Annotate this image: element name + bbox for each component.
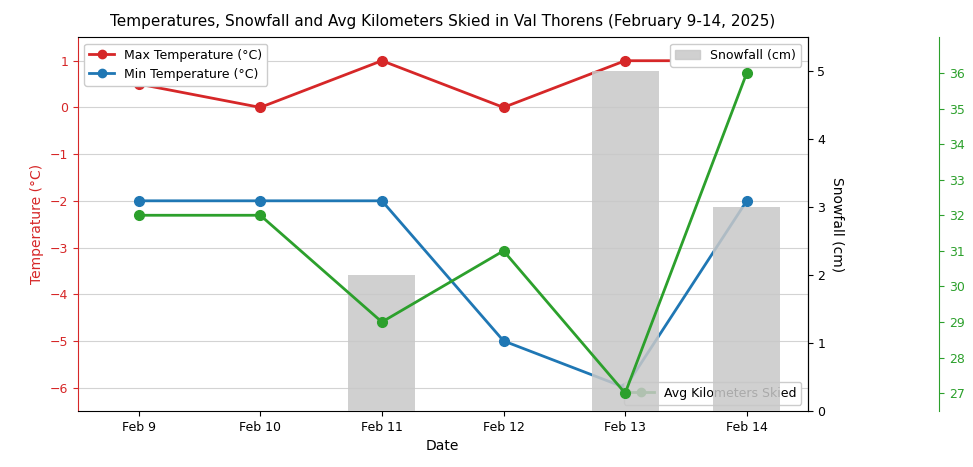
Legend: Avg Kilometers Skied: Avg Kilometers Skied bbox=[624, 382, 802, 405]
Bar bbox=[592, 71, 659, 411]
Bar bbox=[713, 207, 780, 411]
Y-axis label: Snowfall (cm): Snowfall (cm) bbox=[831, 177, 845, 272]
X-axis label: Date: Date bbox=[426, 439, 459, 453]
Y-axis label: Temperature (°C): Temperature (°C) bbox=[30, 164, 44, 284]
Title: Temperatures, Snowfall and Avg Kilometers Skied in Val Thorens (February 9-14, 2: Temperatures, Snowfall and Avg Kilometer… bbox=[110, 14, 775, 29]
Bar bbox=[348, 275, 415, 411]
